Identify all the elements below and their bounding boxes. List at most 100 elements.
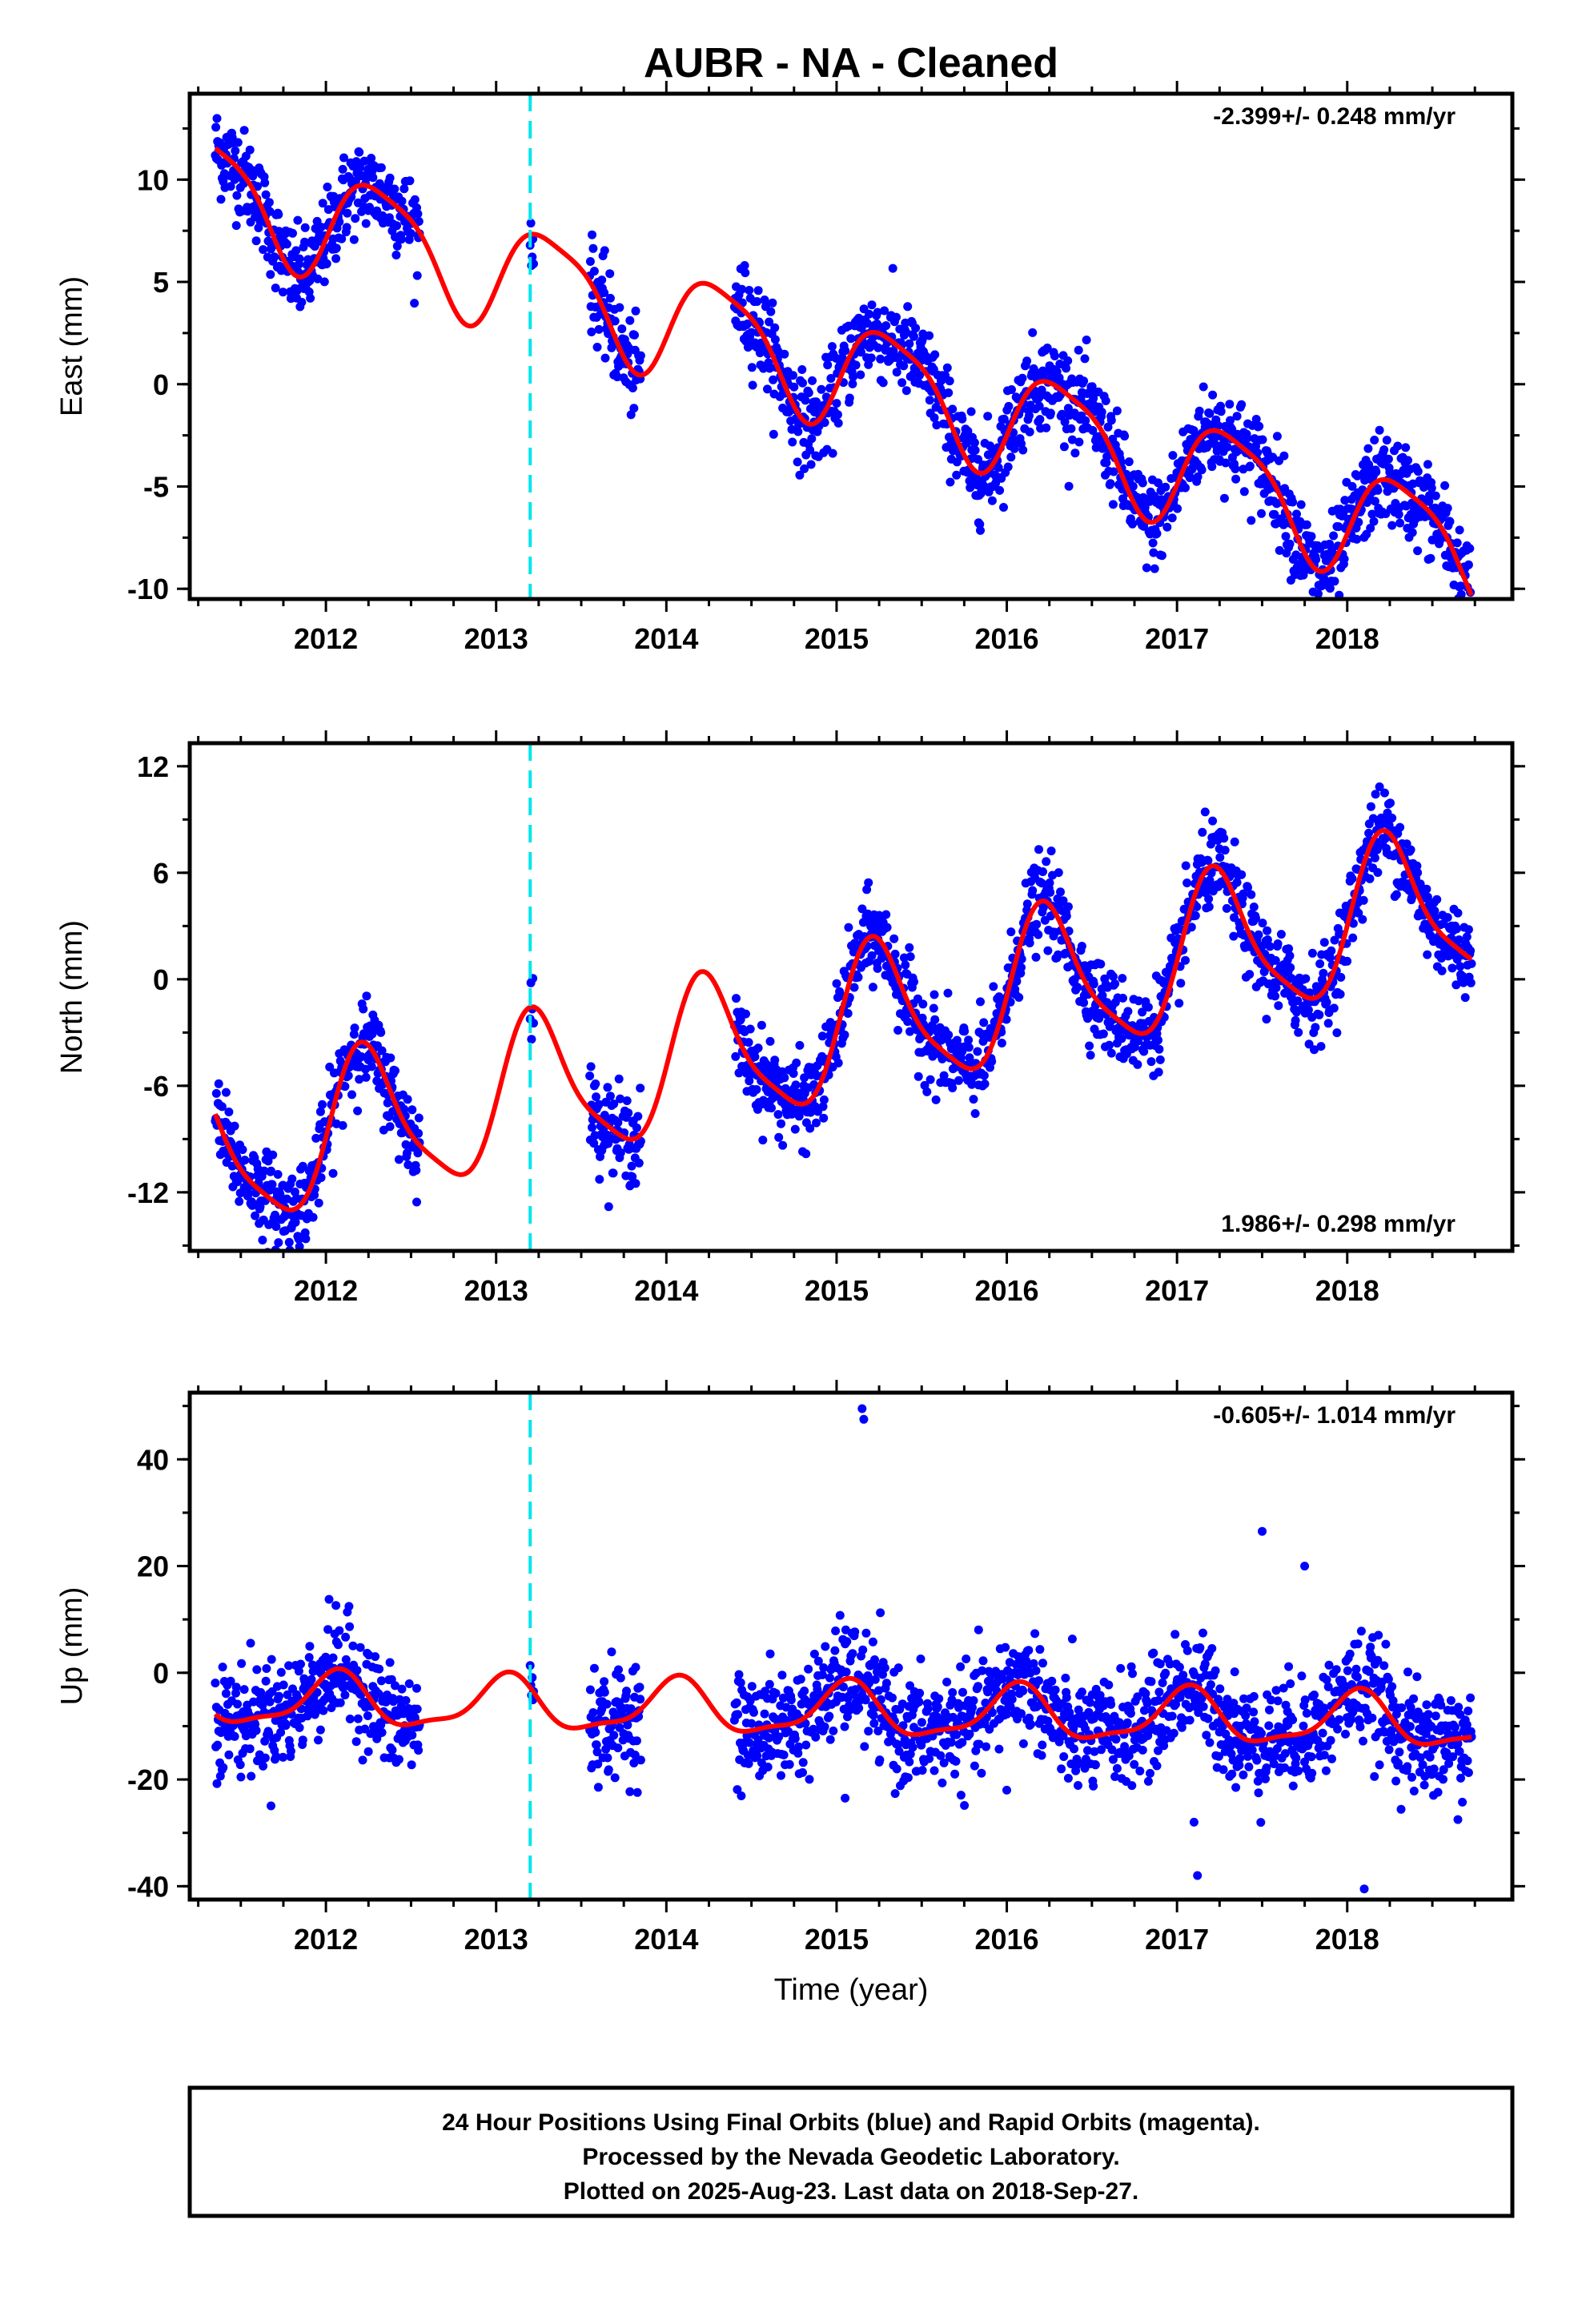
up-data-point — [798, 1758, 808, 1767]
north-data-point — [840, 1030, 849, 1039]
east-data-point — [1427, 484, 1436, 493]
east-data-point — [1025, 411, 1034, 420]
north-data-point — [1447, 963, 1457, 973]
north-data-point — [1079, 998, 1089, 1007]
north-data-point — [805, 1124, 815, 1133]
north-data-point — [1373, 868, 1383, 877]
east-data-point — [826, 374, 836, 383]
north-data-point — [1422, 884, 1431, 894]
east-data-point — [400, 184, 409, 194]
east-data-point — [625, 316, 635, 325]
north-panel: 2012 2013 2014 2015 2016 2017 2018-12-60612Nor… — [55, 730, 1525, 1307]
up-data-point — [279, 1680, 288, 1690]
up-data-point — [397, 1684, 407, 1694]
east-data-point — [355, 147, 364, 157]
up-data-point — [1154, 1687, 1164, 1697]
north-data-point — [1466, 978, 1476, 987]
north-data-point — [790, 1124, 800, 1134]
east-data-point — [264, 198, 274, 207]
east-data-point — [1311, 555, 1321, 565]
east-data-point — [1314, 589, 1323, 598]
north-data-point — [1430, 906, 1439, 915]
north-data-point — [230, 1121, 239, 1131]
east-data-point — [260, 178, 270, 187]
north-data-point — [1437, 966, 1447, 975]
north-data-point — [1311, 1023, 1320, 1032]
east-data-point — [1335, 590, 1344, 599]
up-data-point — [237, 1659, 247, 1668]
up-data-point — [948, 1688, 958, 1697]
north-data-point — [1391, 890, 1401, 899]
up-data-point — [825, 1735, 835, 1744]
north-data-point — [741, 1009, 750, 1019]
up-data-point — [1146, 1677, 1156, 1687]
east-data-point — [974, 455, 983, 464]
north-data-point — [922, 1087, 932, 1096]
east-y-axis-label: East (mm) — [55, 276, 89, 416]
east-data-point — [1046, 408, 1055, 418]
east-data-point — [833, 418, 843, 428]
up-data-point — [636, 1695, 645, 1704]
up-data-point — [1062, 1693, 1071, 1703]
east-data-point — [1101, 396, 1110, 405]
north-data-point — [1453, 908, 1463, 918]
east-data-point — [880, 306, 889, 316]
north-data-point — [1204, 902, 1214, 911]
north-data-point — [1291, 1015, 1300, 1025]
east-x-tick-label: 2015 — [805, 622, 869, 655]
east-frame — [187, 91, 1515, 601]
east-data-point — [1161, 482, 1170, 492]
east-data-point — [1253, 448, 1263, 457]
up-data-point — [934, 1694, 944, 1703]
east-data-point — [1042, 344, 1052, 352]
north-data-point — [1327, 946, 1336, 955]
east-data-point — [817, 384, 826, 394]
north-data-point — [268, 1150, 278, 1160]
up-data-point — [1143, 1776, 1153, 1786]
north-data-point — [1025, 939, 1034, 947]
east-data-point — [769, 375, 778, 384]
up-data-point — [276, 1727, 286, 1737]
up-data-points — [211, 1404, 1476, 1894]
east-data-point — [963, 426, 973, 436]
north-data-point — [809, 1080, 819, 1089]
east-data-point — [805, 445, 815, 455]
north-data-point — [1017, 955, 1026, 964]
east-data-point — [1034, 401, 1044, 411]
up-data-point — [314, 1735, 323, 1745]
east-data-point — [1149, 548, 1158, 557]
east-data-point — [216, 195, 226, 204]
north-data-point — [812, 1118, 821, 1128]
up-data-point — [1007, 1695, 1017, 1704]
east-data-point — [368, 173, 378, 183]
north-x-tick-label: 2016 — [974, 1274, 1038, 1307]
up-data-point — [890, 1789, 900, 1799]
east-data-point — [338, 164, 347, 174]
east-data-point — [766, 307, 776, 316]
north-data-point — [1143, 1003, 1153, 1012]
up-data-point — [404, 1679, 414, 1688]
east-data-point — [1413, 467, 1423, 476]
up-data-point — [956, 1662, 966, 1671]
up-data-point — [903, 1773, 913, 1783]
north-data-point — [315, 1107, 325, 1116]
east-data-point — [788, 437, 797, 447]
north-data-point — [591, 1079, 600, 1088]
east-data-point — [306, 293, 315, 303]
east-data-point — [1004, 401, 1014, 411]
up-data-point — [830, 1646, 840, 1655]
up-data-point — [811, 1732, 821, 1742]
north-data-point — [1358, 915, 1367, 924]
north-data-point — [1154, 1068, 1163, 1077]
up-data-point — [414, 1746, 424, 1755]
up-data-point — [1024, 1646, 1034, 1655]
up-data-point — [1061, 1673, 1070, 1683]
east-data-point — [1074, 437, 1084, 447]
up-data-point — [632, 1736, 641, 1746]
up-data-point — [394, 1755, 404, 1764]
north-data-point — [903, 1017, 913, 1027]
east-data-point — [361, 219, 371, 228]
north-data-point — [1365, 874, 1375, 883]
east-x-tick-label: 2013 — [464, 622, 528, 655]
up-data-point — [352, 1666, 362, 1675]
